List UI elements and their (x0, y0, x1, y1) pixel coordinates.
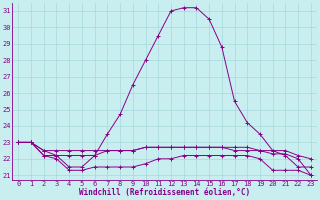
X-axis label: Windchill (Refroidissement éolien,°C): Windchill (Refroidissement éolien,°C) (79, 188, 250, 197)
